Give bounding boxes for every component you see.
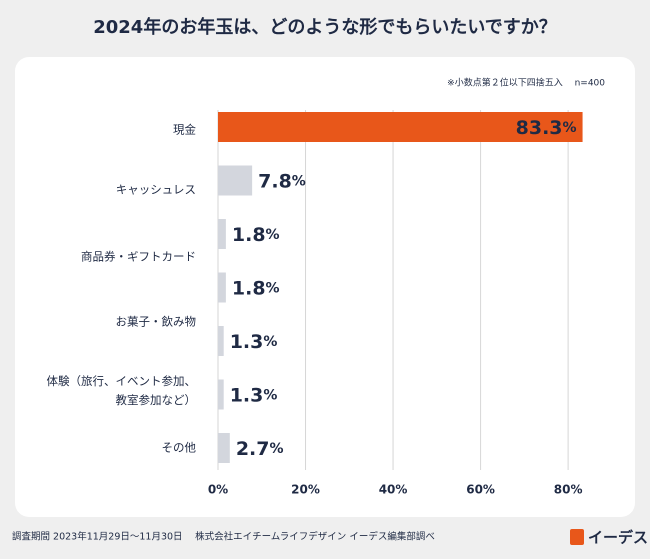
- x-tick-label: 20%: [291, 483, 320, 497]
- value-label: 1.8%: [232, 277, 280, 299]
- value-label: 1.8%: [232, 224, 280, 246]
- y-tick-label: 体験（旅行、イベント参加、教室参加など）: [47, 374, 197, 407]
- source: 調査期間 2023年11月29日～11月30日 株式会社エイチームライフデザイン…: [12, 531, 435, 543]
- bar: [218, 379, 224, 410]
- bar: [218, 326, 224, 356]
- x-tick-label: 0%: [208, 483, 228, 497]
- y-tick-label: その他: [162, 441, 197, 455]
- bar: [218, 112, 583, 142]
- x-tick-label: 80%: [554, 483, 583, 497]
- y-tick-label: キャッシュレス: [116, 183, 196, 197]
- value-label: 1.3%: [230, 384, 278, 406]
- annotation: ※小数点第２位以下四捨五入 n=400: [447, 77, 605, 89]
- y-tick-label: 現金: [173, 123, 196, 137]
- bar: [218, 272, 226, 303]
- value-label: 1.3%: [230, 331, 278, 353]
- bar: [218, 219, 226, 249]
- card: [15, 57, 635, 517]
- x-tick-label: 40%: [379, 483, 408, 497]
- x-tick-label: 60%: [466, 483, 495, 497]
- bar: [218, 433, 230, 463]
- bar: [218, 165, 253, 196]
- logo-icon: [570, 529, 584, 545]
- value-label: 83.3%: [516, 117, 577, 139]
- logo: イーデス: [588, 529, 648, 547]
- value-label: 7.8%: [258, 170, 306, 192]
- y-tick-label: お菓子・飲み物: [116, 315, 197, 329]
- chart-title: 2024年のお年玉は、どのような形でもらいたいですか？: [93, 16, 557, 38]
- value-label: 2.7%: [236, 438, 284, 460]
- y-tick-label: 商品券・ギフトカード: [81, 250, 196, 264]
